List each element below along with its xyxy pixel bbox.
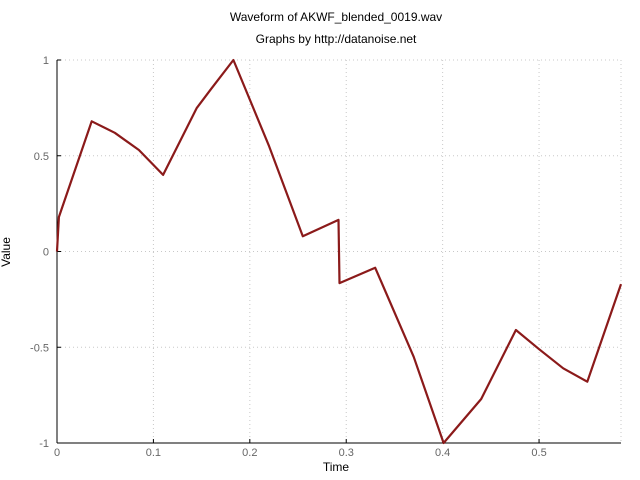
chart-title: Waveform of AKWF_blended_0019.wav	[230, 10, 442, 24]
y-tick-label: -0.5	[30, 342, 49, 354]
x-axis-ticks: 0 0.1 0.2 0.3 0.4 0.5	[54, 439, 547, 459]
y-axis-ticks: 1 0.5 0 -0.5 -1	[30, 55, 61, 450]
chart-subtitle: Graphs by http://datanoise.net	[256, 32, 417, 46]
x-tick-label: 0.4	[435, 447, 450, 459]
x-tick-label: 0.2	[242, 447, 257, 459]
waveform-series-line	[55, 58, 623, 445]
x-tick-label: 0.1	[146, 447, 161, 459]
x-tick-label: 0.3	[339, 447, 354, 459]
y-tick-label: 0.5	[34, 151, 49, 163]
x-axis-label: Time	[323, 460, 350, 474]
series-layer	[55, 58, 623, 445]
x-tick-label: 0	[54, 447, 60, 459]
y-tick-label: 1	[43, 55, 49, 67]
x-tick-label: 0.5	[531, 447, 546, 459]
y-tick-label: 0	[43, 247, 49, 259]
y-tick-label: -1	[39, 438, 49, 450]
y-axis-label: Value	[0, 237, 13, 267]
